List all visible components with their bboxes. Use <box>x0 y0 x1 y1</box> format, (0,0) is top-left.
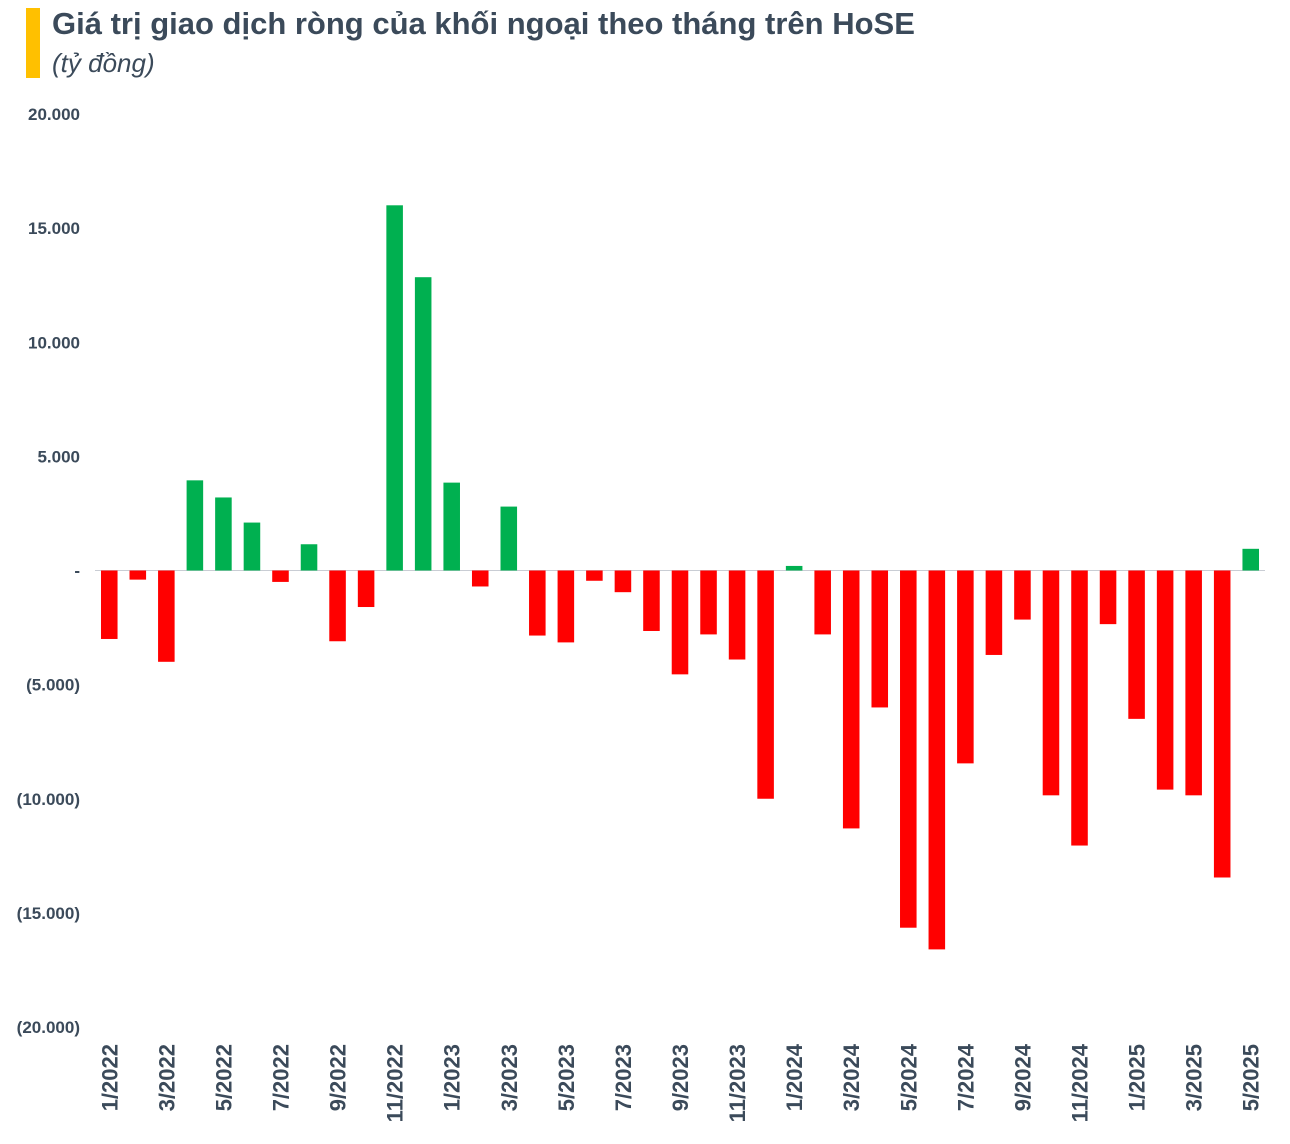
bar-5-2023 <box>557 570 575 643</box>
x-tick-label: 7/2024 <box>953 1043 978 1111</box>
x-tick-label: 1/2025 <box>1125 1044 1150 1111</box>
bar-12-2022 <box>414 277 432 571</box>
bar-1-2024 <box>785 565 803 571</box>
x-tick-label: 1/2022 <box>97 1044 122 1111</box>
x-tick-label: 7/2023 <box>611 1044 636 1111</box>
y-axis: 20.000 15.000 10.000 5.000 - (5.000) (10.000) (… <box>17 105 80 1037</box>
bar-10-2024 <box>1042 570 1060 796</box>
x-tick-label: 3/2024 <box>839 1043 864 1111</box>
y-tick-label: (15.000) <box>17 904 80 923</box>
bar-2-2023 <box>471 570 489 587</box>
x-tick-label: 1/2024 <box>782 1043 807 1111</box>
y-tick-label: - <box>74 562 80 581</box>
chart-title: Giá trị giao dịch ròng của khối ngoại th… <box>52 6 915 41</box>
x-tick-label: 5/2022 <box>211 1044 236 1111</box>
x-tick-label: 5/2025 <box>1239 1044 1264 1111</box>
x-tick-label: 11/2022 <box>383 1044 408 1122</box>
x-axis: 1/2022 3/2022 5/2022 7/2022 9/2022 11/2022 1/2… <box>97 1043 1263 1122</box>
bar-series <box>100 205 1260 950</box>
bar-10-2022 <box>357 570 375 608</box>
bar-4-2024 <box>871 570 889 708</box>
x-tick-label: 5/2023 <box>554 1044 579 1111</box>
bar-3-2025 <box>1185 570 1202 796</box>
bar-2-2025 <box>1156 570 1174 790</box>
bar-11-2023 <box>728 570 746 660</box>
bar-1-2025 <box>1128 570 1145 719</box>
y-tick-label: 10.000 <box>28 333 80 352</box>
y-tick-label: 5.000 <box>37 447 80 466</box>
bar-12-2024 <box>1099 570 1117 625</box>
bar-8-2023 <box>643 570 660 631</box>
bar-5-2025 <box>1242 548 1260 571</box>
bar-2-2022 <box>129 570 147 580</box>
bar-7-2024 <box>957 570 974 764</box>
bar-3-2023 <box>500 506 518 571</box>
bar-6-2023 <box>586 570 603 581</box>
bar-3-2024 <box>842 570 860 829</box>
title-accent-bar <box>26 8 40 78</box>
bar-9-2022 <box>329 570 346 642</box>
bar-4-2025 <box>1213 570 1231 878</box>
bar-12-2023 <box>757 570 774 799</box>
x-tick-label: 11/2024 <box>1068 1043 1093 1122</box>
bar-5-2022 <box>215 497 232 571</box>
y-tick-label: 20.000 <box>28 105 80 124</box>
bar-9-2024 <box>1014 570 1031 620</box>
bar-4-2023 <box>529 570 546 636</box>
bar-6-2022 <box>243 522 261 571</box>
x-tick-label: 3/2023 <box>497 1044 522 1111</box>
x-tick-label: 9/2023 <box>668 1044 693 1111</box>
x-tick-label: 11/2023 <box>725 1044 750 1122</box>
bar-8-2024 <box>985 570 1003 655</box>
bar-7-2022 <box>272 570 289 582</box>
y-tick-label: (20.000) <box>17 1018 80 1037</box>
bar-8-2022 <box>300 544 318 571</box>
y-tick-label: (5.000) <box>26 676 80 695</box>
x-tick-label: 3/2025 <box>1182 1044 1207 1111</box>
bar-11-2024 <box>1071 570 1088 846</box>
bar-5-2024 <box>900 570 917 928</box>
bar-7-2023 <box>614 570 632 593</box>
chart-subtitle: (tỷ đồng) <box>52 48 155 78</box>
y-tick-label: 15.000 <box>28 219 80 238</box>
x-tick-label: 9/2024 <box>1010 1043 1035 1111</box>
bar-10-2023 <box>700 570 717 635</box>
bar-9-2023 <box>671 570 689 675</box>
x-tick-label: 9/2022 <box>326 1044 351 1111</box>
bar-1-2023 <box>443 482 460 571</box>
x-tick-label: 3/2022 <box>154 1044 179 1111</box>
bar-2-2024 <box>814 570 831 635</box>
bar-6-2024 <box>928 570 946 950</box>
bar-11-2022 <box>386 205 403 571</box>
y-tick-label: (10.000) <box>17 790 80 809</box>
bar-1-2022 <box>100 570 118 639</box>
bar-3-2022 <box>158 570 175 662</box>
x-tick-label: 5/2024 <box>896 1043 921 1111</box>
x-tick-label: 1/2023 <box>440 1044 465 1111</box>
x-tick-label: 7/2022 <box>268 1044 293 1111</box>
bar-4-2022 <box>186 480 204 571</box>
